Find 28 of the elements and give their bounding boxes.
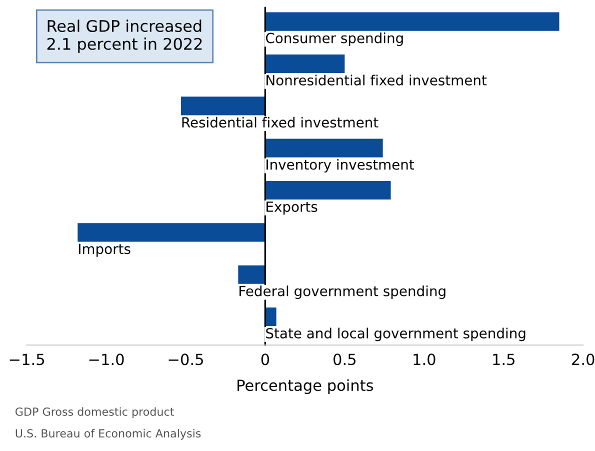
bar [265, 12, 560, 31]
y-tick-label: Inventory investment [266, 159, 414, 172]
y-tick-label: Exports [266, 202, 318, 215]
x-tick-label: −0.5 [168, 354, 203, 366]
y-tick-label: Consumer spending [266, 32, 403, 46]
x-tick-label: 2.0 [572, 354, 594, 366]
y-tick-label: Federal government spending [240, 286, 446, 299]
annotation: Real GDP increased 2.1 percent in 2022 [47, 20, 202, 54]
x-axis-title: Percentage points [238, 379, 374, 394]
x-tick-label: 0 [261, 354, 270, 366]
bar [78, 223, 266, 242]
bar [180, 96, 266, 116]
y-tick-label: Nonresidential fixed investment [266, 74, 487, 86]
text: GDP Gross domestic product [16, 407, 174, 418]
y-tick-label: Imports [79, 244, 130, 257]
y-tick-label: Residential fixed investment [182, 116, 378, 128]
bar [265, 180, 391, 200]
bar [265, 54, 345, 74]
bar [265, 138, 383, 158]
x-tick-label: −1.0 [89, 354, 124, 366]
x-tick-label: −1.5 [10, 354, 44, 366]
x-tick-label: 1.0 [414, 354, 436, 366]
bar [265, 307, 276, 326]
x-tick-label: 0.5 [334, 354, 356, 366]
bar [238, 265, 266, 284]
y-tick-label: State and local government spending [266, 328, 526, 342]
text: U.S. Bureau of Economic Analysis [16, 428, 201, 440]
x-tick-label: 1.5 [493, 354, 514, 366]
